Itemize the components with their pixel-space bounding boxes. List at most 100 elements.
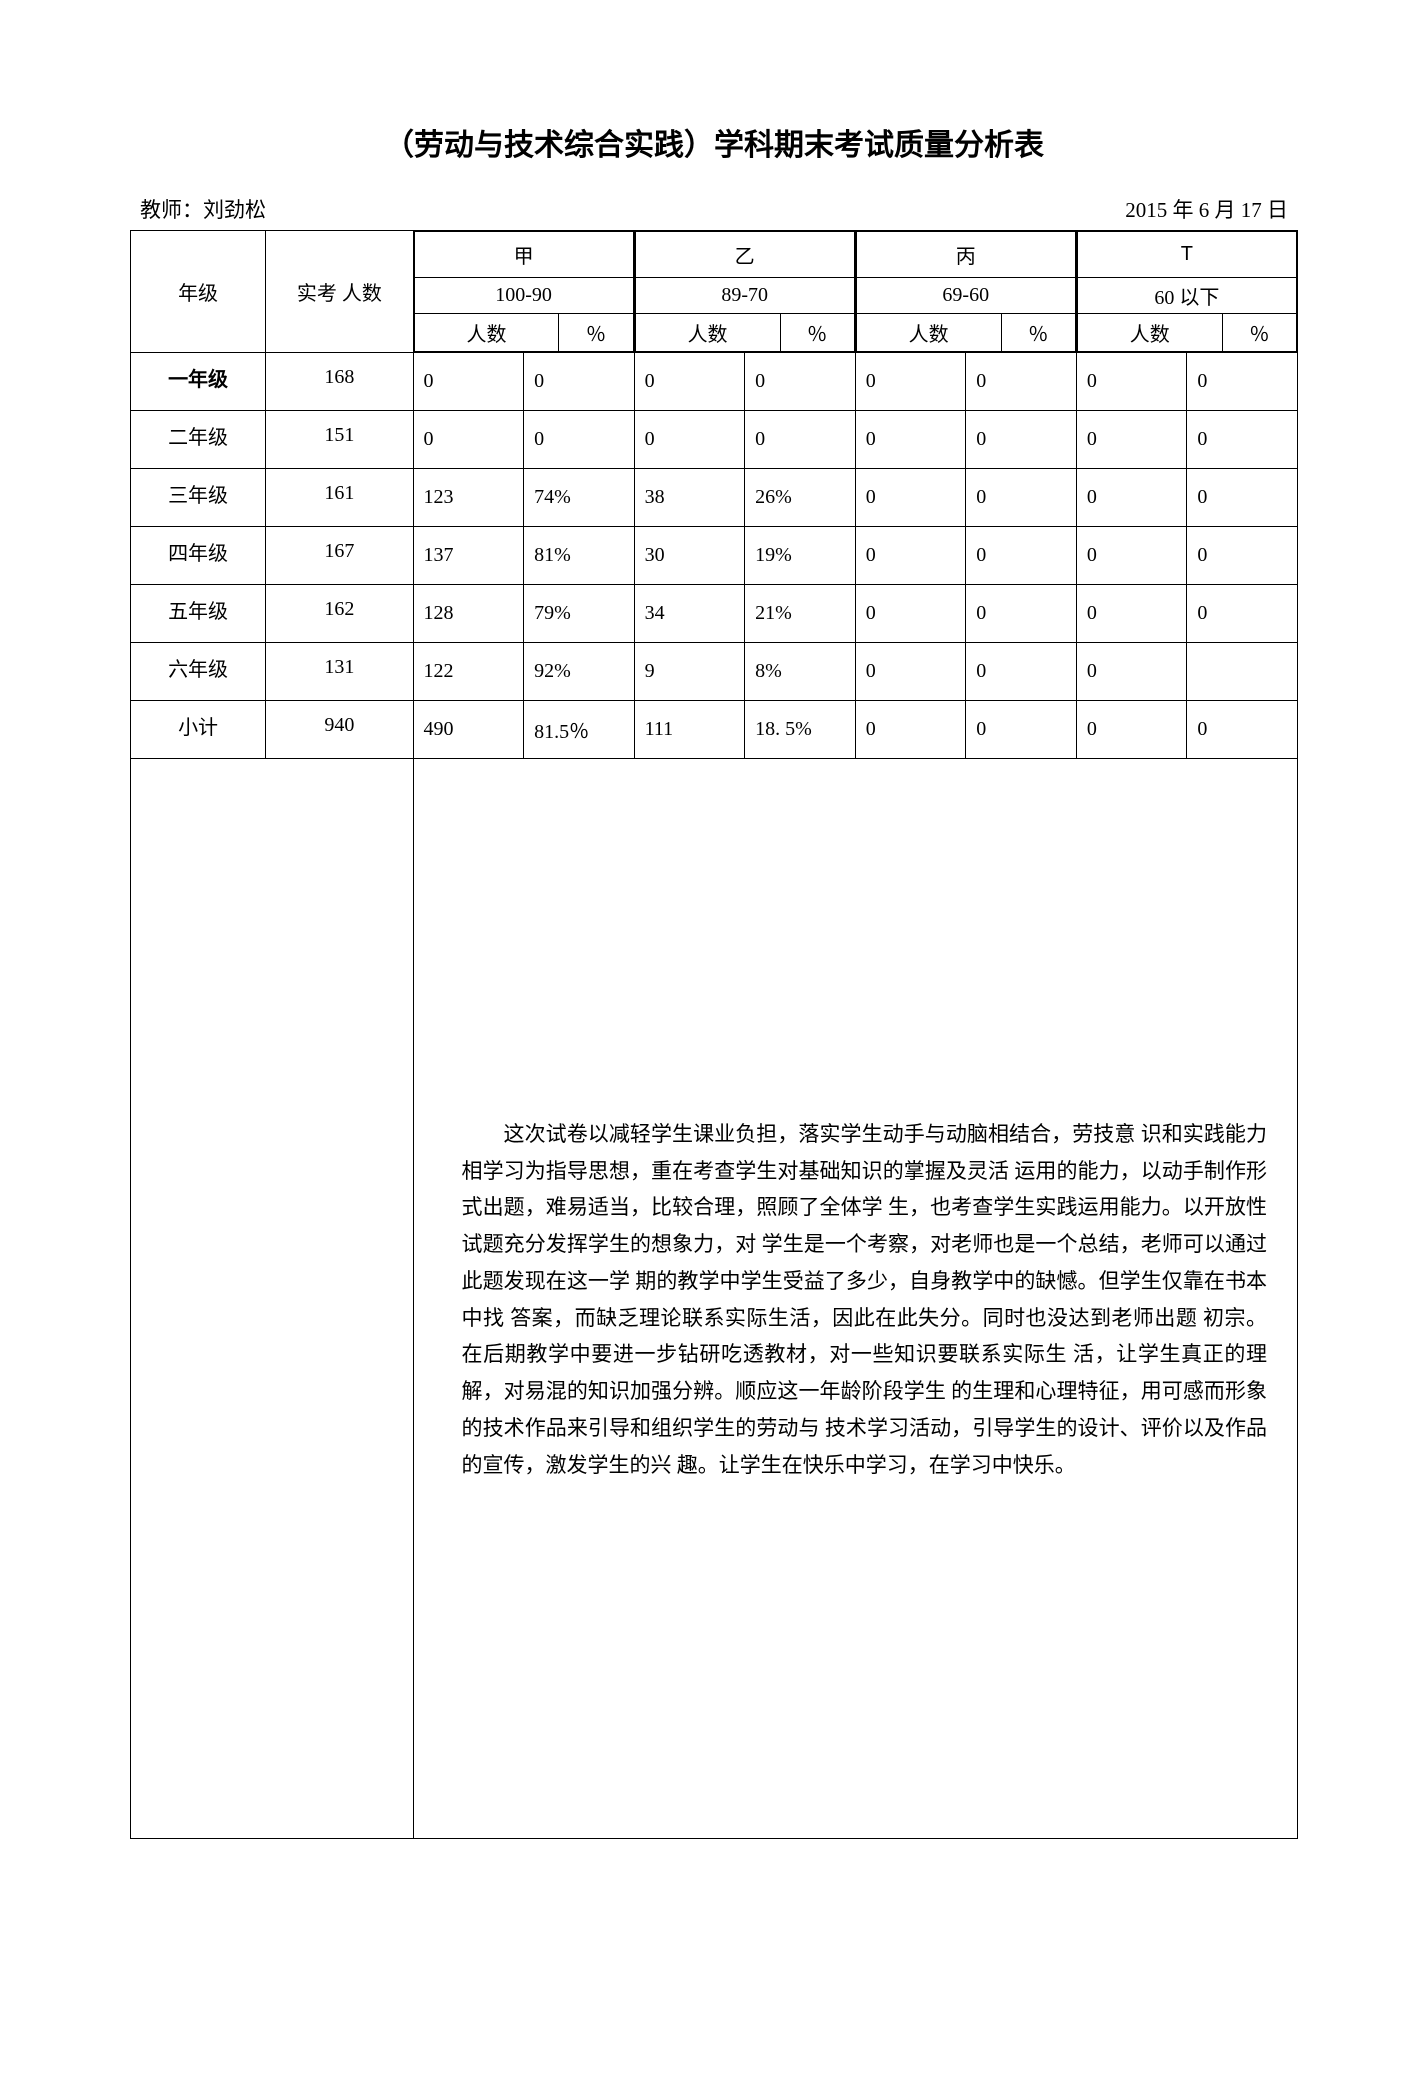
c-pct: 0 bbox=[966, 585, 1077, 643]
group-c-label: 丙 bbox=[856, 232, 1075, 278]
a-count: 137 bbox=[413, 527, 524, 585]
b-pct: 8% bbox=[745, 643, 856, 701]
page-title: （劳动与技术综合实践）学科期末考试质量分析表 bbox=[130, 120, 1298, 164]
header-row: 年级 实考 人数 甲 100-90 人数 ％ 乙 89-70 人数 ％ 丙 69… bbox=[131, 231, 1298, 353]
table-row: 四年级16713781%3019%0000 bbox=[131, 527, 1298, 585]
grade-name: 二年级 bbox=[131, 411, 266, 469]
group-c-count-hdr: 人数 bbox=[856, 314, 1001, 352]
exam-count: 168 bbox=[266, 353, 413, 411]
group-d-label: T bbox=[1077, 232, 1296, 278]
d-count: 0 bbox=[1076, 469, 1187, 527]
grade-name: 四年级 bbox=[131, 527, 266, 585]
d-pct: 0 bbox=[1187, 585, 1298, 643]
analysis-text-cell: 这次试卷以减轻学生课业负担，落实学生动手与动脑相结合，劳技意 识和实践能力相学习… bbox=[413, 759, 1297, 1839]
group-b-label: 乙 bbox=[635, 232, 854, 278]
grade-name: 六年级 bbox=[131, 643, 266, 701]
d-count: 0 bbox=[1076, 643, 1187, 701]
exam-count: 161 bbox=[266, 469, 413, 527]
group-c-pct-hdr: ％ bbox=[1001, 314, 1075, 352]
a-pct: 81% bbox=[524, 527, 635, 585]
c-pct: 0 bbox=[966, 353, 1077, 411]
d-pct: 0 bbox=[1187, 411, 1298, 469]
a-pct: 92% bbox=[524, 643, 635, 701]
hdr-group-a: 甲 100-90 人数 ％ bbox=[413, 231, 634, 353]
table-row: 五年级16212879%3421%0000 bbox=[131, 585, 1298, 643]
date-label: 2015 年 6 月 17 日 bbox=[1125, 194, 1288, 224]
analysis-row: 这次试卷以减轻学生课业负担，落实学生动手与动脑相结合，劳技意 识和实践能力相学习… bbox=[131, 759, 1298, 1839]
hdr-count: 实考 人数 bbox=[266, 231, 413, 353]
b-count: 0 bbox=[634, 411, 745, 469]
c-count: 0 bbox=[855, 585, 966, 643]
d-count: 0 bbox=[1076, 701, 1187, 759]
b-pct: 18. 5% bbox=[745, 701, 856, 759]
group-d-range: 60 以下 bbox=[1077, 278, 1296, 314]
b-pct: 26% bbox=[745, 469, 856, 527]
group-d-count-hdr: 人数 bbox=[1077, 314, 1222, 352]
b-pct: 0 bbox=[745, 353, 856, 411]
table-row: 小计94049081.5％11118. 5%0000 bbox=[131, 701, 1298, 759]
a-pct: 74% bbox=[524, 469, 635, 527]
hdr-group-d: T 60 以下 人数 ％ bbox=[1076, 231, 1297, 353]
a-count: 123 bbox=[413, 469, 524, 527]
meta-row: 教师：刘劲松 2015 年 6 月 17 日 bbox=[130, 194, 1298, 230]
c-pct: 0 bbox=[966, 411, 1077, 469]
group-b-count-hdr: 人数 bbox=[635, 314, 780, 352]
a-count: 0 bbox=[413, 411, 524, 469]
group-a-count-hdr: 人数 bbox=[414, 314, 559, 352]
a-count: 490 bbox=[413, 701, 524, 759]
analysis-text: 这次试卷以减轻学生课业负担，落实学生动手与动脑相结合，劳技意 识和实践能力相学习… bbox=[414, 1094, 1297, 1504]
c-pct: 0 bbox=[966, 643, 1077, 701]
group-b-pct-hdr: ％ bbox=[780, 314, 854, 352]
d-count: 0 bbox=[1076, 585, 1187, 643]
d-count: 0 bbox=[1076, 527, 1187, 585]
table-row: 三年级16112374%3826%0000 bbox=[131, 469, 1298, 527]
b-count: 38 bbox=[634, 469, 745, 527]
grade-name: 三年级 bbox=[131, 469, 266, 527]
d-pct: 0 bbox=[1187, 469, 1298, 527]
b-count: 0 bbox=[634, 353, 745, 411]
analysis-table: 年级 实考 人数 甲 100-90 人数 ％ 乙 89-70 人数 ％ 丙 69… bbox=[130, 230, 1298, 1839]
c-count: 0 bbox=[855, 527, 966, 585]
hdr-grade: 年级 bbox=[131, 231, 266, 353]
b-count: 111 bbox=[634, 701, 745, 759]
exam-count: 151 bbox=[266, 411, 413, 469]
document-page: （劳动与技术综合实践）学科期末考试质量分析表 教师：刘劲松 2015 年 6 月… bbox=[0, 0, 1428, 2090]
group-a-pct-hdr: ％ bbox=[559, 314, 633, 352]
hdr-group-b: 乙 89-70 人数 ％ bbox=[634, 231, 855, 353]
d-pct: 0 bbox=[1187, 701, 1298, 759]
group-b-range: 89-70 bbox=[635, 278, 854, 314]
c-count: 0 bbox=[855, 701, 966, 759]
c-count: 0 bbox=[855, 353, 966, 411]
group-d-pct-hdr: ％ bbox=[1222, 314, 1296, 352]
a-pct: 0 bbox=[524, 353, 635, 411]
b-pct: 0 bbox=[745, 411, 856, 469]
a-pct: 81.5％ bbox=[524, 701, 635, 759]
c-count: 0 bbox=[855, 643, 966, 701]
c-count: 0 bbox=[855, 469, 966, 527]
group-a-label: 甲 bbox=[414, 232, 633, 278]
a-pct: 0 bbox=[524, 411, 635, 469]
table-row: 一年级16800000000 bbox=[131, 353, 1298, 411]
d-count: 0 bbox=[1076, 353, 1187, 411]
group-c-range: 69-60 bbox=[856, 278, 1075, 314]
c-count: 0 bbox=[855, 411, 966, 469]
b-count: 34 bbox=[634, 585, 745, 643]
table-row: 二年级15100000000 bbox=[131, 411, 1298, 469]
grade-name: 五年级 bbox=[131, 585, 266, 643]
d-pct bbox=[1187, 643, 1298, 701]
a-count: 0 bbox=[413, 353, 524, 411]
b-count: 30 bbox=[634, 527, 745, 585]
analysis-left-cell bbox=[131, 759, 414, 1839]
exam-count: 131 bbox=[266, 643, 413, 701]
a-count: 128 bbox=[413, 585, 524, 643]
b-pct: 21% bbox=[745, 585, 856, 643]
teacher-label: 教师：刘劲松 bbox=[140, 194, 266, 224]
a-pct: 79% bbox=[524, 585, 635, 643]
exam-count: 940 bbox=[266, 701, 413, 759]
d-pct: 0 bbox=[1187, 527, 1298, 585]
a-count: 122 bbox=[413, 643, 524, 701]
b-count: 9 bbox=[634, 643, 745, 701]
c-pct: 0 bbox=[966, 469, 1077, 527]
table-row: 六年级13112292%98%000 bbox=[131, 643, 1298, 701]
grade-name: 小计 bbox=[131, 701, 266, 759]
